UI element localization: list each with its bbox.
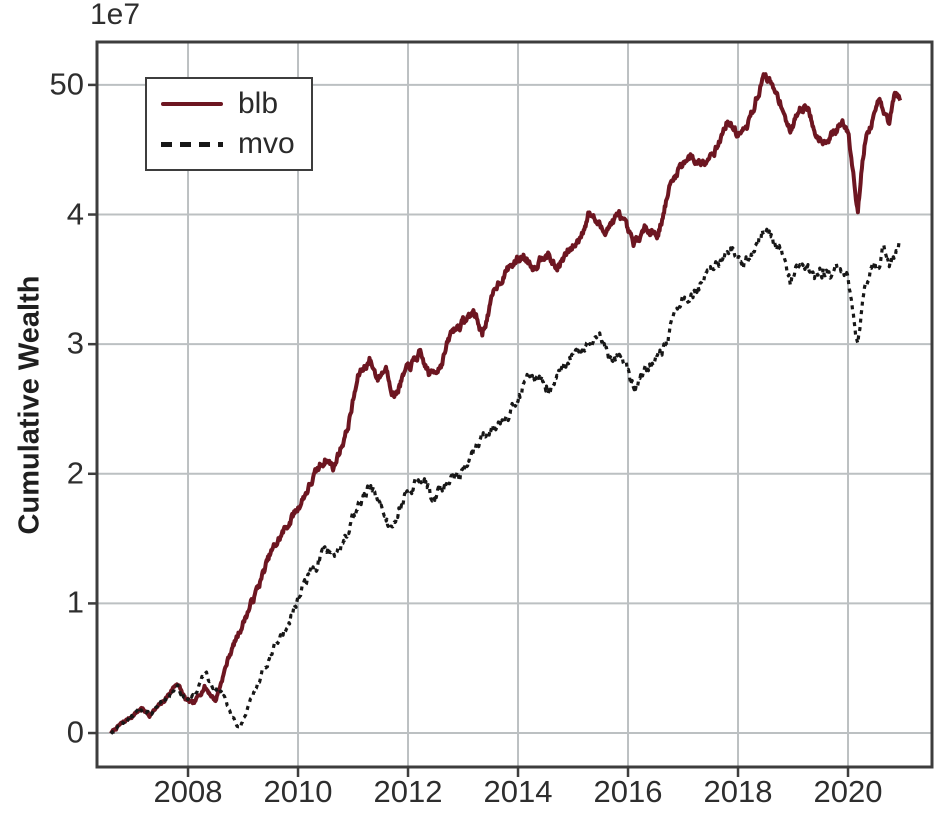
x-tick-label: 2008 bbox=[153, 774, 223, 809]
x-tick-label: 2012 bbox=[373, 774, 443, 809]
y-axis-offset-label: 1e7 bbox=[90, 0, 141, 31]
legend-label-mvo: mvo bbox=[238, 127, 295, 160]
x-tick-label: 2010 bbox=[263, 774, 333, 809]
legend-item-blb: blb bbox=[161, 89, 311, 119]
y-tick-label: 4 bbox=[66, 195, 84, 231]
y-tick-label: 1 bbox=[66, 584, 84, 620]
legend-label-blb: blb bbox=[238, 87, 279, 120]
legend-item-mvo: mvo bbox=[161, 129, 311, 159]
x-tick-label: 2018 bbox=[703, 774, 773, 809]
y-tick-label: 2 bbox=[66, 455, 84, 491]
mvo-line-swatch bbox=[161, 141, 223, 147]
y-tick-label: 0 bbox=[66, 714, 84, 750]
y-tick-label: 3 bbox=[66, 325, 84, 361]
y-tick-label: 50 bbox=[49, 66, 84, 102]
legend: blb mvo bbox=[145, 77, 313, 171]
plot-frame bbox=[95, 40, 934, 769]
mvo-series-line bbox=[109, 227, 902, 735]
x-tick-label: 2016 bbox=[593, 774, 663, 809]
x-tick-label: 2020 bbox=[813, 774, 883, 809]
blb-line-swatch bbox=[161, 102, 223, 106]
x-tick-label: 2014 bbox=[483, 774, 553, 809]
blb-series-line bbox=[109, 72, 903, 735]
